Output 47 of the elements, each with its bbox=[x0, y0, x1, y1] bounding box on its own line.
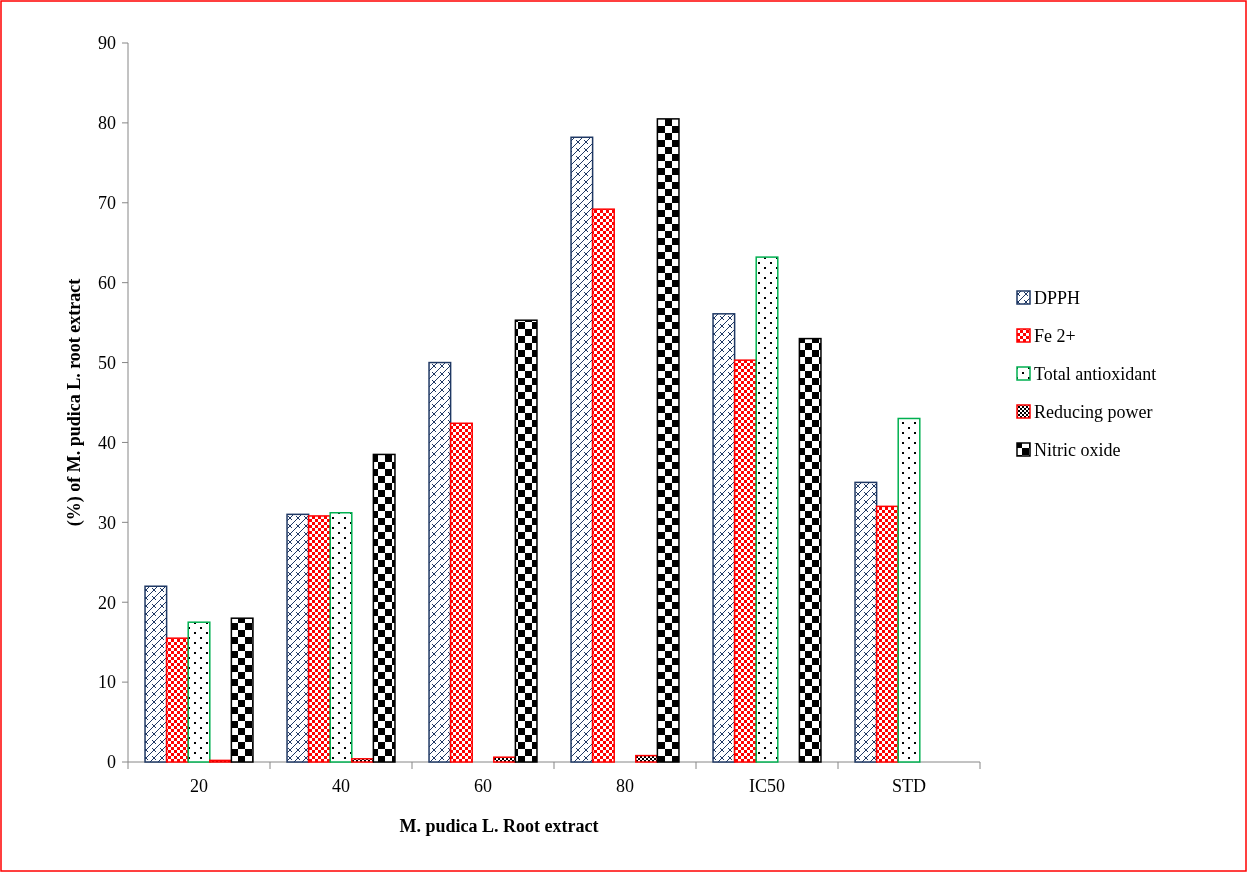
y-tick-label: 30 bbox=[98, 512, 116, 533]
bar bbox=[854, 481, 878, 763]
x-tick-label: STD bbox=[891, 776, 927, 796]
bar bbox=[635, 754, 659, 763]
bar bbox=[656, 118, 680, 763]
y-tick-label: 80 bbox=[98, 113, 116, 134]
bar bbox=[372, 453, 396, 763]
bar bbox=[798, 337, 822, 763]
bar bbox=[286, 513, 310, 763]
legend-label: Fe 2+ bbox=[1034, 326, 1076, 347]
bar bbox=[591, 208, 615, 763]
bar bbox=[307, 515, 331, 763]
y-tick-label: 60 bbox=[98, 272, 116, 293]
bar bbox=[733, 359, 757, 763]
legend-label: DPPH bbox=[1034, 288, 1081, 309]
legend-label: Total antioxidant bbox=[1034, 364, 1157, 385]
bar bbox=[449, 422, 473, 763]
bar bbox=[165, 637, 189, 763]
x-tick-label: 20 bbox=[190, 776, 208, 796]
x-tick-label: 40 bbox=[332, 776, 350, 796]
bar bbox=[875, 505, 899, 763]
bar bbox=[329, 512, 353, 763]
bar bbox=[493, 756, 517, 763]
bar bbox=[351, 758, 375, 763]
bar bbox=[144, 585, 168, 763]
x-axis-title: M. pudica L. Root extract bbox=[399, 816, 599, 836]
y-tick-label: 50 bbox=[98, 352, 116, 373]
bar bbox=[187, 621, 211, 763]
legend-label: Nitric oxide bbox=[1034, 440, 1121, 461]
x-tick-label: 60 bbox=[474, 776, 492, 796]
y-tick-label: 20 bbox=[98, 592, 116, 613]
bar bbox=[755, 256, 779, 763]
x-tick-label: IC50 bbox=[749, 776, 785, 796]
y-tick-label: 0 bbox=[107, 752, 116, 773]
y-tick-label: 70 bbox=[98, 193, 116, 214]
y-axis-title: (%) of M. pudica L. root extract bbox=[64, 278, 85, 527]
bar bbox=[712, 313, 736, 763]
y-tick-label: 10 bbox=[98, 672, 116, 693]
bar bbox=[514, 319, 538, 763]
x-tick-label: 80 bbox=[616, 776, 634, 796]
y-tick-label: 40 bbox=[98, 432, 116, 453]
bar bbox=[428, 361, 452, 763]
y-tick-label: 90 bbox=[98, 33, 116, 54]
bar bbox=[897, 417, 921, 763]
bar bbox=[230, 617, 254, 763]
bar bbox=[570, 136, 594, 763]
legend-label: Reducing power bbox=[1034, 402, 1153, 423]
